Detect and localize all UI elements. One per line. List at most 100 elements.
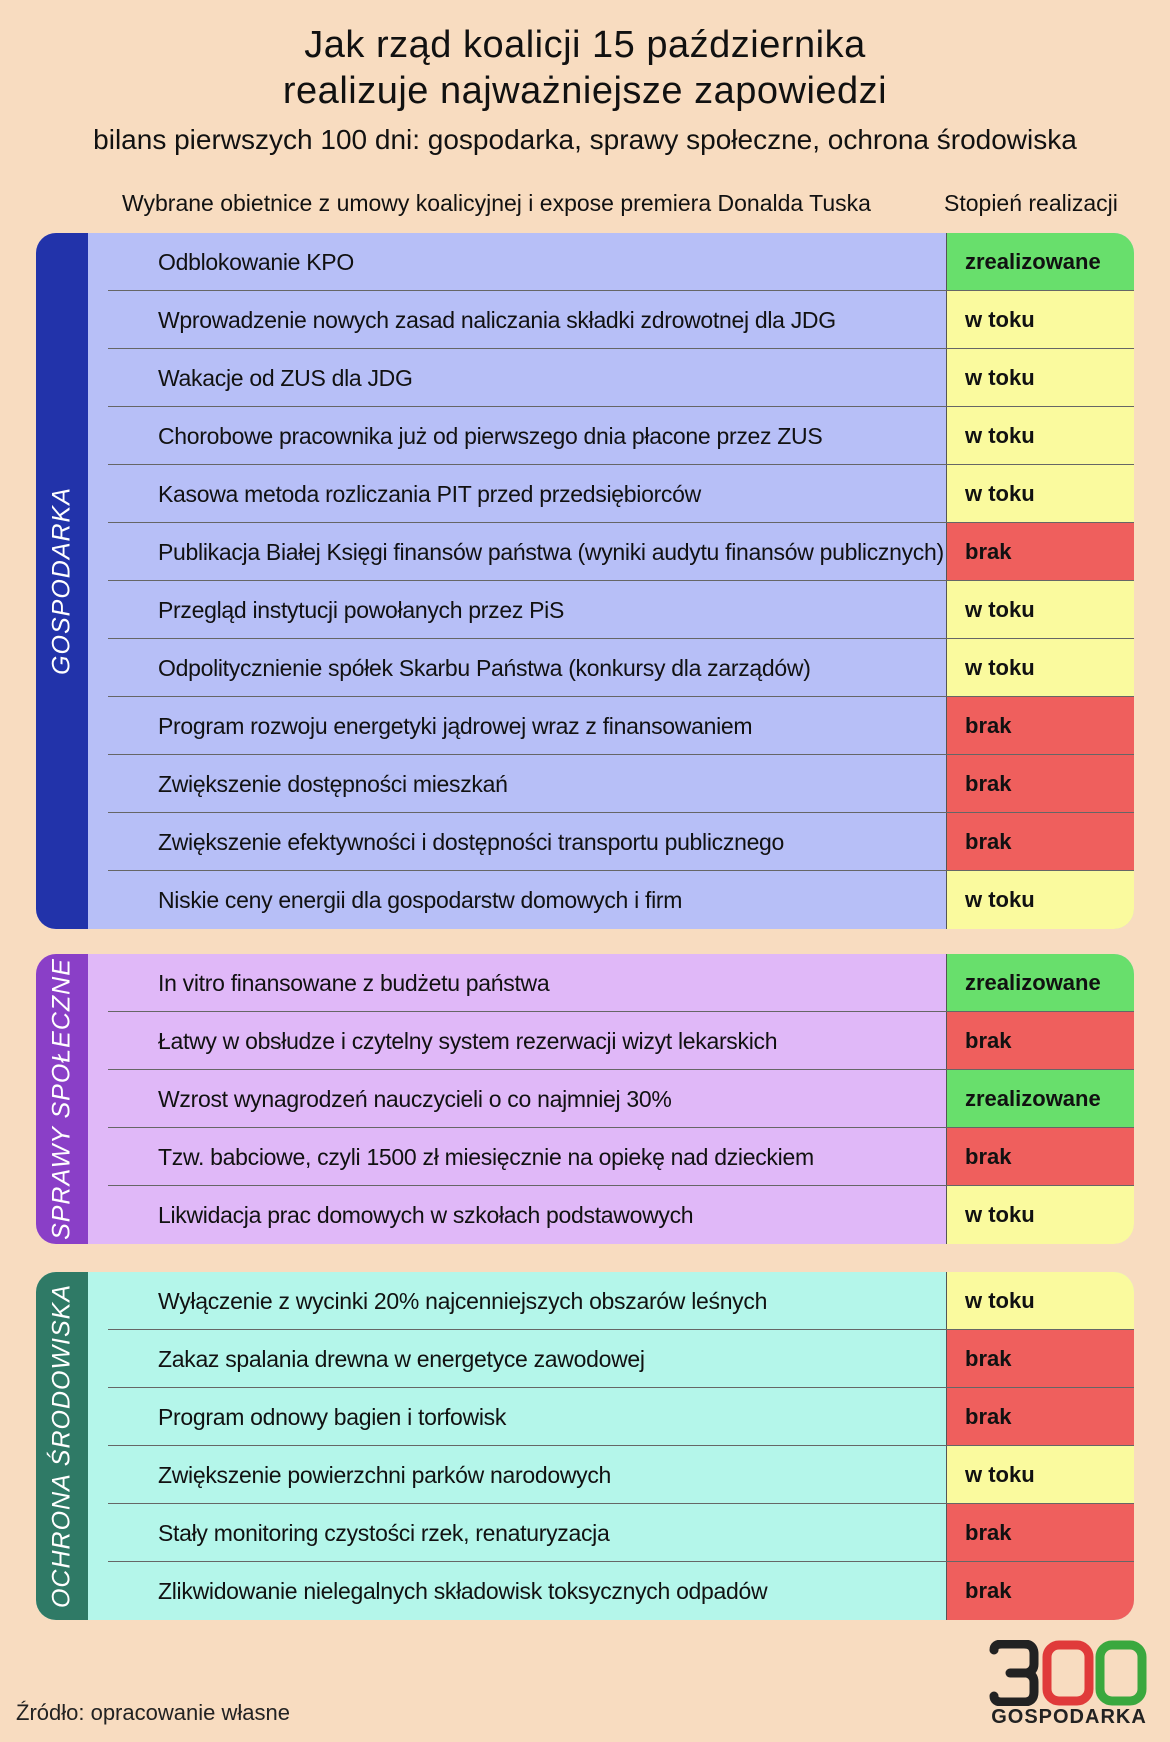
row-divider (108, 1185, 1134, 1186)
row-divider (108, 290, 1134, 291)
table-row: Zlikwidowanie nielegalnych składowisk to… (88, 1562, 1134, 1620)
table-row: Publikacja Białej Księgi finansów państw… (88, 523, 1134, 581)
promise-text: Wakacje od ZUS dla JDG (158, 365, 413, 391)
table-row: Chorobowe pracownika już od pierwszego d… (88, 407, 1134, 465)
promise-text: Odpolitycznienie spółek Skarbu Państwa (… (158, 655, 811, 681)
status-badge: brak (946, 523, 1134, 581)
table-row: Wzrost wynagrodzeń nauczycieli o co najm… (88, 1070, 1134, 1128)
status-badge: brak (946, 813, 1134, 871)
promise-text: Wzrost wynagrodzeń nauczycieli o co najm… (158, 1086, 672, 1112)
source-note: Źródło: opracowanie własne (16, 1700, 290, 1725)
table-row: Wyłączenie z wycinki 20% najcenniejszych… (88, 1272, 1134, 1330)
title-line-1: Jak rząd koalicji 15 października (304, 24, 866, 66)
table-row: Niskie ceny energii dla gospodarstw domo… (88, 871, 1134, 929)
table-row: Zwiększenie powierzchni parków narodowyc… (88, 1446, 1134, 1504)
status-badge: brak (946, 697, 1134, 755)
row-divider (108, 1127, 1134, 1128)
title-line-2: realizuje najważniejsze zapowiedzi (282, 70, 888, 112)
section-label-ochrona-srodowiska: OCHRONA ŚRODOWISKA (36, 1272, 88, 1620)
promise-text: Stały monitoring czystości rzek, renatur… (158, 1520, 610, 1546)
row-divider (108, 1387, 1134, 1388)
page-title: Jak rząd koalicji 15 października realiz… (0, 22, 1170, 114)
promise-text: Łatwy w obsłudze i czytelny system rezer… (158, 1028, 778, 1054)
table-row: Przegląd instytucji powołanych przez PiS… (88, 581, 1134, 639)
status-badge: w toku (946, 1272, 1134, 1330)
promise-text: Publikacja Białej Księgi finansów państw… (158, 539, 944, 565)
status-badge: w toku (946, 349, 1134, 407)
section-label-text: GOSPODARKA (47, 487, 76, 675)
promise-text: Program odnowy bagien i torfowisk (158, 1404, 507, 1430)
status-badge: brak (946, 1504, 1134, 1562)
promise-text: Kasowa metoda rozliczania PIT przed prze… (158, 481, 701, 507)
status-badge: w toku (946, 1446, 1134, 1504)
status-badge: w toku (946, 1186, 1134, 1244)
promise-text: In vitro finansowane z budżetu państwa (158, 970, 550, 996)
promise-text: Zwiększenie powierzchni parków narodowyc… (158, 1462, 612, 1488)
section-gospodarka: GOSPODARKA Odblokowanie KPO zrealizowane W… (36, 233, 1134, 929)
table-row: Wprowadzenie nowych zasad naliczania skł… (88, 291, 1134, 349)
table-row: Likwidacja prac domowych w szkołach pods… (88, 1186, 1134, 1244)
row-divider (108, 522, 1134, 523)
promise-text: Likwidacja prac domowych w szkołach pods… (158, 1202, 694, 1228)
table-row: Zwiększenie dostępności mieszkań brak (88, 755, 1134, 813)
row-divider (108, 870, 1134, 871)
status-badge: w toku (946, 639, 1134, 697)
row-divider (108, 696, 1134, 697)
page-subtitle: bilans pierwszych 100 dni: gospodarka, s… (93, 124, 1077, 155)
column-header-promises: Wybrane obietnice z umowy koalicyjnej i … (122, 190, 871, 216)
section-label-gospodarka: GOSPODARKA (36, 233, 88, 929)
row-divider (108, 812, 1134, 813)
table-row: Zakaz spalania drewna w energetyce zawod… (88, 1330, 1134, 1388)
row-divider (108, 1445, 1134, 1446)
status-badge: brak (946, 1388, 1134, 1446)
row-divider (108, 1329, 1134, 1330)
row-divider (108, 406, 1134, 407)
logo-word: GOSPODARKA (991, 1706, 1147, 1728)
promise-text: Tzw. babciowe, czyli 1500 zł miesięcznie… (158, 1144, 814, 1170)
table-row: Łatwy w obsłudze i czytelny system rezer… (88, 1012, 1134, 1070)
section-rows: Wyłączenie z wycinki 20% najcenniejszych… (88, 1272, 1134, 1620)
promise-text: Zlikwidowanie nielegalnych składowisk to… (158, 1578, 768, 1604)
table-row: Program rozwoju energetyki jądrowej wraz… (88, 697, 1134, 755)
promise-text: Chorobowe pracownika już od pierwszego d… (158, 423, 823, 449)
table-row: Stały monitoring czystości rzek, renatur… (88, 1504, 1134, 1562)
row-divider (108, 1011, 1134, 1012)
status-badge: zrealizowane (946, 233, 1134, 291)
status-badge: w toku (946, 581, 1134, 639)
promise-text: Niskie ceny energii dla gospodarstw domo… (158, 887, 683, 913)
status-badge: w toku (946, 871, 1134, 929)
status-badge: w toku (946, 291, 1134, 349)
section-rows: Odblokowanie KPO zrealizowane Wprowadzenie… (88, 233, 1134, 929)
promise-text: Zwiększenie efektywności i dostępności t… (158, 829, 785, 855)
table-row: Odpolitycznienie spółek Skarbu Państwa (… (88, 639, 1134, 697)
row-divider (108, 638, 1134, 639)
section-label-sprawy-spoleczne: SPRAWY SPOŁECZNE (36, 954, 88, 1244)
row-divider (108, 1069, 1134, 1070)
promise-text: Przegląd instytucji powołanych przez PiS (158, 597, 565, 623)
row-divider (108, 754, 1134, 755)
table-row: In vitro finansowane z budżetu państwa zr… (88, 954, 1134, 1012)
table-row: Tzw. babciowe, czyli 1500 zł miesięcznie… (88, 1128, 1134, 1186)
table-row: Zwiększenie efektywności i dostępności t… (88, 813, 1134, 871)
row-divider (108, 464, 1134, 465)
status-badge: brak (946, 1330, 1134, 1388)
status-badge: brak (946, 755, 1134, 813)
section-label-text: SPRAWY SPOŁECZNE (47, 958, 76, 1240)
status-badge: zrealizowane (946, 954, 1134, 1012)
row-divider (108, 348, 1134, 349)
column-header-status: Stopień realizacji (944, 190, 1118, 216)
promise-text: Wprowadzenie nowych zasad naliczania skł… (158, 307, 836, 333)
section-ochrona-srodowiska: OCHRONA ŚRODOWISKA Wyłączenie z wycinki … (36, 1272, 1134, 1620)
status-badge: brak (946, 1128, 1134, 1186)
row-divider (108, 1503, 1134, 1504)
row-divider (108, 580, 1134, 581)
status-badge: brak (946, 1012, 1134, 1070)
status-badge: w toku (946, 407, 1134, 465)
promise-text: Zakaz spalania drewna w energetyce zawod… (158, 1346, 645, 1372)
row-divider (108, 1561, 1134, 1562)
table-row: Program odnowy bagien i torfowisk brak (88, 1388, 1134, 1446)
status-badge: w toku (946, 465, 1134, 523)
section-rows: In vitro finansowane z budżetu państwa zr… (88, 954, 1134, 1244)
section-label-text: OCHRONA ŚRODOWISKA (47, 1283, 76, 1609)
logo-300-mark (989, 1639, 1147, 1707)
